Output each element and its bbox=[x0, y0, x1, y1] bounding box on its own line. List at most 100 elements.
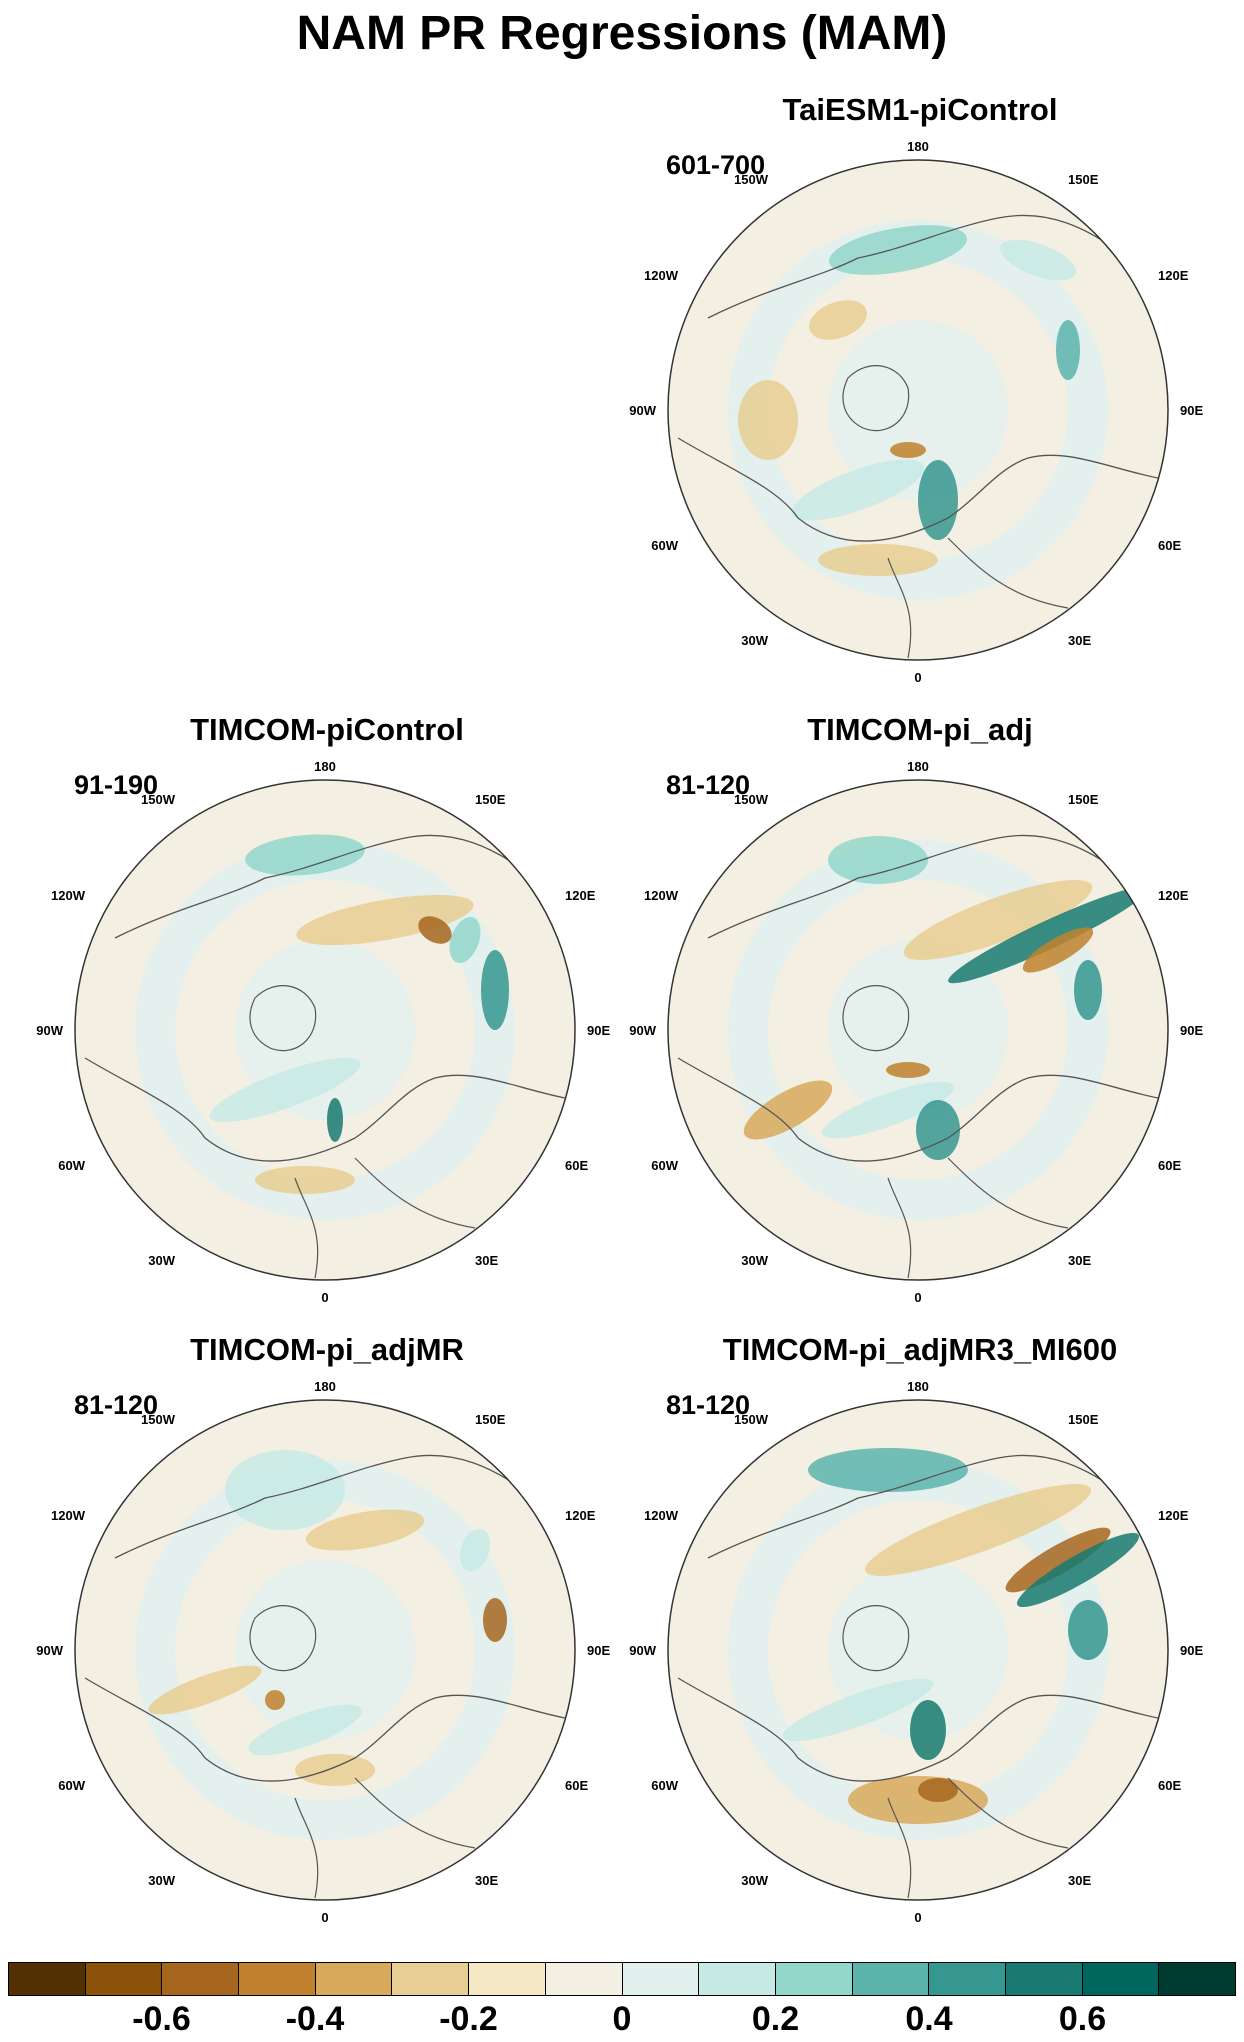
longitude-label: 60E bbox=[565, 1778, 588, 1793]
longitude-label: 0 bbox=[914, 670, 921, 685]
colorbar-tick-label: 0.4 bbox=[905, 2000, 953, 2038]
colorbar-tick-label: -0.2 bbox=[439, 2000, 498, 2038]
panel-title-timcom-pi-adj: TIMCOM-pi_adj bbox=[807, 712, 1033, 747]
colorbar-swatch bbox=[315, 1963, 393, 1995]
map-anomaly-patch bbox=[738, 380, 798, 460]
longitude-label: 90W bbox=[629, 1643, 656, 1658]
longitude-label: 150W bbox=[734, 1412, 769, 1427]
longitude-label: 120E bbox=[1158, 268, 1189, 283]
map-anomaly-patch bbox=[886, 1062, 930, 1078]
longitude-label: 150E bbox=[475, 792, 506, 807]
colorbar-tick-label: -0.4 bbox=[285, 2000, 345, 2038]
panel-title-timcom-pi-adjmr3-mi600: TIMCOM-pi_adjMR3_MI600 bbox=[722, 1332, 1118, 1367]
colorbar-swatch bbox=[622, 1963, 700, 1995]
polar-map-timcom-pi-adjmr3-mi600: 180 150W 150E 120W 120E 90W 90E 60W 60E 30W 30E 0 bbox=[629, 1379, 1203, 1925]
map-polar-field bbox=[828, 320, 1008, 500]
map-coastline bbox=[707, 214, 1129, 319]
colorbar-swatch bbox=[1159, 1963, 1235, 1995]
map-coastline bbox=[842, 1605, 910, 1672]
colorbar-tick-label: -0.6 bbox=[132, 2000, 191, 2038]
longitude-label: 120W bbox=[51, 1508, 86, 1523]
map-coastline bbox=[294, 1157, 476, 1279]
longitude-label: 30E bbox=[475, 1253, 498, 1268]
longitude-label: 60E bbox=[1158, 538, 1181, 553]
longitude-label: 150E bbox=[475, 1412, 506, 1427]
map-coastline bbox=[249, 1605, 317, 1672]
map-anomaly-patch bbox=[1056, 320, 1080, 380]
panel-period-taiesm1-picontrol: 601-700 bbox=[666, 150, 766, 180]
longitude-label: 180 bbox=[907, 1379, 929, 1394]
longitude-label: 0 bbox=[321, 1910, 328, 1925]
map-anomaly-patch bbox=[809, 300, 867, 340]
map-anomaly-patch bbox=[890, 442, 926, 458]
longitude-label: 180 bbox=[907, 759, 929, 774]
colorbar-swatch bbox=[162, 1963, 240, 1995]
map-anomaly-patch bbox=[791, 459, 925, 521]
map-anomaly-patch bbox=[918, 1778, 958, 1802]
colorbar-swatch bbox=[852, 1963, 930, 1995]
map-anomaly-patch bbox=[225, 1450, 345, 1530]
map-border bbox=[667, 1399, 1169, 1901]
longitude-label: 90E bbox=[1180, 1643, 1203, 1658]
colorbar-swatch bbox=[1082, 1963, 1160, 1995]
panel-title-timcom-pi-adjmr: TIMCOM-pi_adjMR bbox=[190, 1332, 464, 1367]
colorbar-swatch bbox=[929, 1963, 1006, 1995]
colorbar-tick-label: 0 bbox=[612, 2000, 632, 2038]
colorbar-swatch bbox=[545, 1963, 623, 1995]
longitude-label: 60E bbox=[565, 1158, 588, 1173]
longitude-label: 90W bbox=[36, 1023, 63, 1038]
longitude-label: 60W bbox=[651, 1778, 678, 1793]
map-anomaly-patch bbox=[808, 1448, 968, 1492]
map-coastline bbox=[677, 437, 1159, 542]
longitude-label: 30W bbox=[741, 1873, 768, 1888]
longitude-label: 30W bbox=[741, 1253, 768, 1268]
polar-map-timcom-pi-adj: 180 150W 150E 120W 120E 90W 90E 60W 60E 30W 30E 0 bbox=[629, 759, 1203, 1305]
map-border bbox=[667, 779, 1169, 1281]
longitude-label: 90E bbox=[587, 1023, 610, 1038]
longitude-label: 150E bbox=[1068, 172, 1099, 187]
longitude-label: 120W bbox=[51, 888, 86, 903]
map-coastline bbox=[842, 985, 910, 1052]
map-anomaly-patch bbox=[916, 1100, 960, 1160]
longitude-label: 180 bbox=[314, 759, 336, 774]
map-coastline bbox=[294, 1777, 476, 1899]
map-anomaly-patch bbox=[248, 1704, 362, 1756]
colorbar-swatch bbox=[1005, 1963, 1083, 1995]
polar-map-taiesm1-picontrol: 180 150W 150E 120W 120E 90W 90E 60W 60E 30W 30E 0 bbox=[629, 139, 1203, 685]
colorbar-tick-label: 0.2 bbox=[751, 2000, 800, 2038]
longitude-label: 150E bbox=[1068, 792, 1099, 807]
longitude-label: 30E bbox=[1068, 1873, 1091, 1888]
map-border bbox=[74, 779, 576, 1281]
map-coastline bbox=[249, 985, 317, 1052]
longitude-label: 120E bbox=[1158, 1508, 1189, 1523]
map-anomaly-patch bbox=[948, 886, 1148, 984]
longitude-label: 30W bbox=[148, 1253, 175, 1268]
longitude-label: 30E bbox=[1068, 633, 1091, 648]
map-anomaly-patch bbox=[209, 1057, 361, 1123]
longitude-label: 150E bbox=[1068, 1412, 1099, 1427]
longitude-label: 90W bbox=[36, 1643, 63, 1658]
longitude-label: 90W bbox=[629, 403, 656, 418]
longitude-label: 120W bbox=[644, 888, 679, 903]
longitude-label: 90W bbox=[629, 1023, 656, 1038]
longitude-label: 60E bbox=[1158, 1158, 1181, 1173]
colorbar-swatch bbox=[469, 1963, 546, 1995]
map-coastline bbox=[842, 365, 910, 432]
map-coastline bbox=[84, 1057, 566, 1162]
map-anomaly-patch bbox=[821, 1081, 955, 1139]
longitude-label: 60W bbox=[58, 1158, 85, 1173]
map-anomaly-patch bbox=[918, 460, 958, 540]
map-coastline bbox=[677, 1057, 1159, 1162]
colorbar-swatch bbox=[775, 1963, 853, 1995]
map-anomaly-patch bbox=[1000, 239, 1076, 281]
map-anomaly-patch bbox=[910, 1700, 946, 1760]
longitude-label: 90E bbox=[587, 1643, 610, 1658]
longitude-label: 120W bbox=[644, 1508, 679, 1523]
panel-title-taiesm1-picontrol: TaiESM1-piControl bbox=[782, 92, 1058, 127]
colorbar-swatch bbox=[9, 1963, 86, 1995]
colorbar bbox=[8, 1962, 1236, 1996]
map-anomaly-patch bbox=[828, 836, 928, 884]
map-anomaly-patch bbox=[305, 1509, 425, 1551]
longitude-label: 150W bbox=[141, 1412, 176, 1427]
panel-period-timcom-picontrol: 91-190 bbox=[74, 770, 159, 800]
